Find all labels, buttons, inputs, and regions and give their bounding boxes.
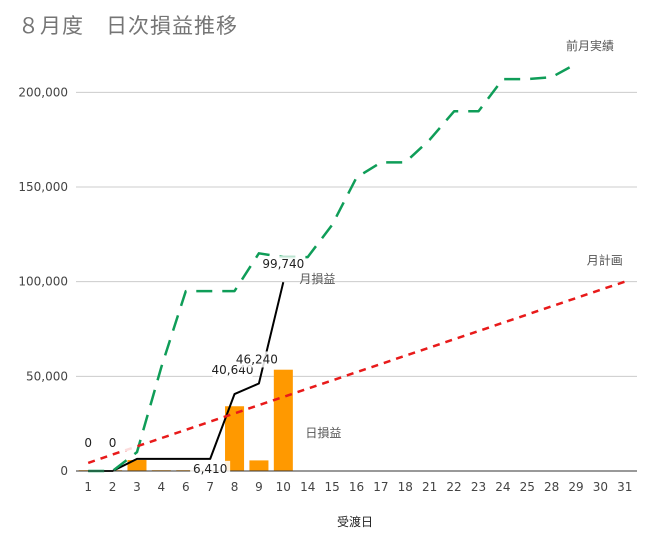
x-tick-label: 3 bbox=[133, 480, 141, 494]
x-tick-label: 31 bbox=[617, 480, 632, 494]
data-label: 99,740 bbox=[262, 257, 304, 271]
x-tick-label: 8 bbox=[231, 480, 239, 494]
data-label: 0 bbox=[109, 436, 117, 450]
x-tick-label: 21 bbox=[422, 480, 437, 494]
y-tick-label: 0 bbox=[60, 464, 68, 478]
x-tick-label: 6 bbox=[182, 480, 190, 494]
y-tick-label: 50,000 bbox=[26, 369, 68, 383]
bar-3 bbox=[127, 460, 147, 471]
x-tick-label: 25 bbox=[520, 480, 535, 494]
y-tick-label: 150,000 bbox=[18, 180, 68, 194]
data-label: 6,410 bbox=[193, 462, 227, 476]
line-月計画 bbox=[87, 280, 626, 465]
x-tick-label: 4 bbox=[158, 480, 166, 494]
y-tick-label: 200,000 bbox=[18, 85, 68, 99]
x-tick-label: 1 bbox=[84, 480, 92, 494]
x-tick-label: 7 bbox=[206, 480, 214, 494]
data-label: 0 bbox=[84, 436, 92, 450]
data-label-bg bbox=[263, 256, 304, 273]
x-tick-label: 2 bbox=[109, 480, 117, 494]
x-tick-label: 18 bbox=[398, 480, 413, 494]
series-label-月損益: 月損益 bbox=[299, 271, 335, 286]
bar-10 bbox=[273, 369, 293, 471]
series-label-日損益: 日損益 bbox=[305, 425, 341, 440]
x-tick-label: 15 bbox=[324, 480, 339, 494]
x-tick-label: 29 bbox=[568, 480, 583, 494]
x-tick-label: 14 bbox=[300, 480, 315, 494]
x-tick-label: 17 bbox=[373, 480, 388, 494]
chart-title: ８月度 日次損益推移 bbox=[18, 14, 238, 38]
x-tick-label: 9 bbox=[255, 480, 263, 494]
x-tick-label: 24 bbox=[495, 480, 510, 494]
bar-series bbox=[78, 369, 293, 471]
line-前月実績 bbox=[88, 62, 577, 473]
x-tick-label: 30 bbox=[593, 480, 608, 494]
x-tick-label: 16 bbox=[349, 480, 364, 494]
line-series bbox=[87, 62, 626, 473]
x-tick-label: 10 bbox=[276, 480, 291, 494]
data-label-bg bbox=[92, 435, 133, 451]
data-label: 46,240 bbox=[236, 352, 278, 366]
line-月損益 bbox=[88, 281, 285, 472]
gridlines bbox=[76, 91, 637, 377]
x-axis-title: 受渡日 bbox=[337, 514, 373, 529]
x-tick-label: 28 bbox=[544, 480, 559, 494]
bar-9 bbox=[249, 460, 269, 471]
bar-8 bbox=[225, 406, 245, 471]
data-label-bg bbox=[236, 351, 277, 368]
series-label-前月実績: 前月実績 bbox=[566, 38, 614, 53]
series-label-月計画: 月計画 bbox=[587, 253, 623, 268]
data-label-bg bbox=[190, 460, 231, 477]
y-tick-label: 100,000 bbox=[18, 275, 68, 289]
x-tick-label: 22 bbox=[446, 480, 461, 494]
x-tick-label: 23 bbox=[471, 480, 486, 494]
